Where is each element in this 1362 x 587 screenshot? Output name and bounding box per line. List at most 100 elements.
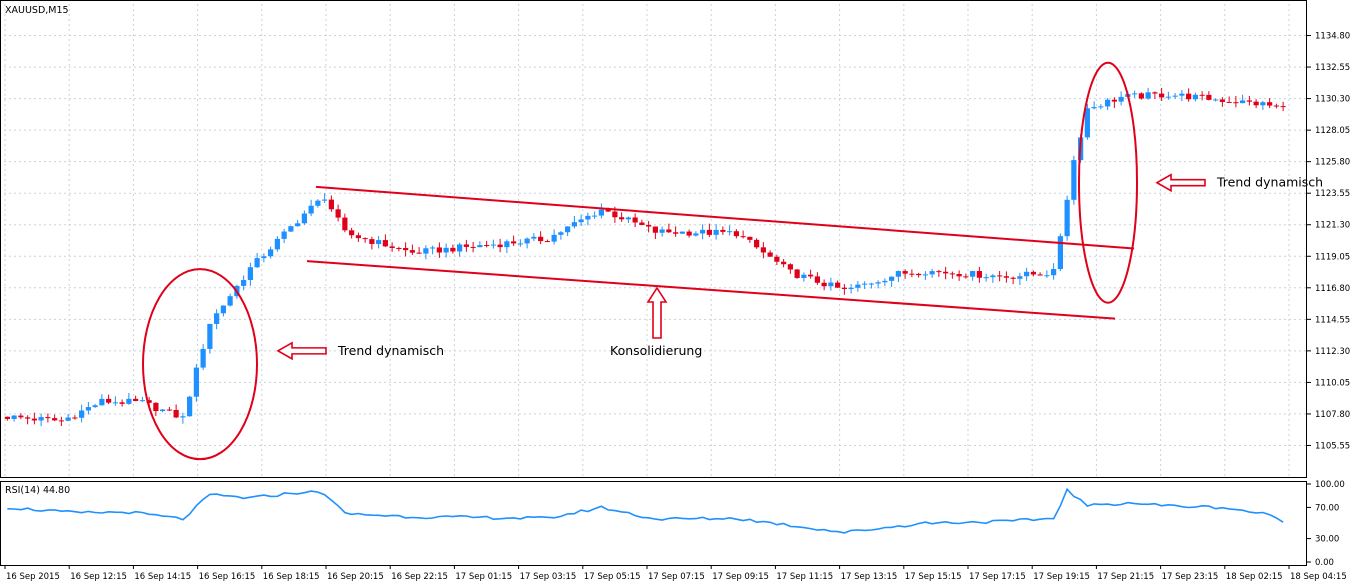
time-tick-label: 17 Sep 19:15 xyxy=(1033,572,1090,582)
candle-body xyxy=(504,241,510,248)
candle-body xyxy=(193,367,199,397)
time-tick-label: 17 Sep 17:15 xyxy=(969,572,1026,582)
candle-body xyxy=(774,256,780,262)
candle-body xyxy=(389,246,395,248)
candle-body xyxy=(686,231,692,236)
candle-body xyxy=(1219,99,1225,102)
candle-body xyxy=(1051,269,1057,276)
candle-body xyxy=(1206,94,1212,100)
candle-body xyxy=(315,200,321,206)
candle-body xyxy=(112,402,118,404)
candle-body xyxy=(52,418,58,421)
candle-body xyxy=(254,258,260,268)
time-tick-label: 17 Sep 15:15 xyxy=(905,572,962,582)
candle-body xyxy=(247,267,253,280)
candle-body xyxy=(274,238,280,250)
candle-body xyxy=(794,269,800,278)
candle-body xyxy=(281,231,287,239)
candle-body xyxy=(1280,106,1286,108)
candle-body xyxy=(544,241,550,243)
candle-body xyxy=(261,256,267,259)
candle-body xyxy=(909,273,915,275)
candle-body xyxy=(1159,93,1165,98)
candle-body xyxy=(241,279,247,286)
candle-body xyxy=(1246,100,1252,102)
candle-body xyxy=(895,271,901,277)
candle-body xyxy=(727,231,733,233)
price-pane-frame xyxy=(0,0,1307,478)
candle-body xyxy=(511,241,517,244)
time-tick-label: 16 Sep 22:15 xyxy=(391,572,448,582)
candle-body xyxy=(38,417,44,421)
rsi-series-line xyxy=(7,487,1284,534)
candle-body xyxy=(484,245,490,247)
candle-body xyxy=(1098,106,1104,108)
candle-body xyxy=(497,244,503,248)
price-tick-label: 1134.80 xyxy=(1315,32,1350,42)
time-tick-label: 16 Sep 20:15 xyxy=(327,572,384,582)
price-tick-label: 1105.55 xyxy=(1315,441,1350,451)
rsi-line xyxy=(7,487,1284,534)
price-tick-label: 1112.30 xyxy=(1315,347,1350,357)
candle-body xyxy=(841,287,847,289)
candle-body xyxy=(166,409,172,411)
candle-body xyxy=(1165,96,1171,98)
price-tick-label: 1110.05 xyxy=(1315,378,1350,388)
candle-body xyxy=(443,247,449,253)
candle-body xyxy=(1179,93,1185,96)
candle-body xyxy=(18,415,24,418)
candle-body xyxy=(436,247,442,253)
candle-body xyxy=(882,280,888,283)
price-tick-label: 1125.80 xyxy=(1315,158,1350,168)
price-tick-label: 1114.55 xyxy=(1315,315,1350,325)
candle-body xyxy=(673,232,679,234)
candle-body xyxy=(943,271,949,274)
candle-body xyxy=(1152,92,1158,94)
candle-body xyxy=(605,209,611,212)
candle-body xyxy=(565,226,571,233)
candle-body xyxy=(875,282,881,284)
candle-body xyxy=(490,244,496,246)
time-tick-label: 16 Sep 14:15 xyxy=(134,572,191,582)
price-tick-label: 1132.55 xyxy=(1315,63,1350,73)
candle-body xyxy=(835,282,841,288)
candle-body xyxy=(1071,160,1077,200)
candle-body xyxy=(821,282,827,287)
candle-body xyxy=(308,205,314,214)
candle-body xyxy=(58,420,64,422)
candle-body xyxy=(173,409,179,418)
candle-body xyxy=(787,264,793,270)
price-grid xyxy=(4,4,1306,477)
candle-body xyxy=(997,275,1003,277)
trend-label: Trend dynamisch xyxy=(337,343,444,358)
left-arrow xyxy=(1155,173,1206,193)
candle-body xyxy=(328,199,334,210)
candle-body xyxy=(679,231,685,234)
candle-body xyxy=(524,238,530,244)
candle-body xyxy=(571,222,577,227)
candle-body xyxy=(862,283,868,285)
candle-body xyxy=(1017,276,1023,279)
candle-body xyxy=(376,240,382,244)
time-tick-label: 18 Sep 04:15 xyxy=(1290,572,1347,582)
price-annotations: Trend dynamisch Trend dynamisch Konsolidie… xyxy=(142,61,1323,461)
time-tick-label: 17 Sep 21:15 xyxy=(1097,572,1154,582)
candle-body xyxy=(531,236,537,239)
candle-body xyxy=(700,229,706,234)
candle-body xyxy=(720,229,726,232)
candle-body xyxy=(929,271,935,275)
price-tick-label: 1130.30 xyxy=(1315,95,1350,105)
candle-body xyxy=(227,296,233,306)
candle-body xyxy=(1145,92,1151,99)
candle-body xyxy=(902,271,908,274)
candle-body xyxy=(1186,93,1192,100)
candle-body xyxy=(538,236,544,242)
candle-body xyxy=(187,396,193,417)
candle-body xyxy=(65,417,71,421)
candle-body xyxy=(767,252,773,257)
highlight-ellipse xyxy=(142,268,258,461)
candle-body xyxy=(180,416,186,418)
candle-body xyxy=(1267,102,1273,106)
candle-body xyxy=(970,271,976,277)
